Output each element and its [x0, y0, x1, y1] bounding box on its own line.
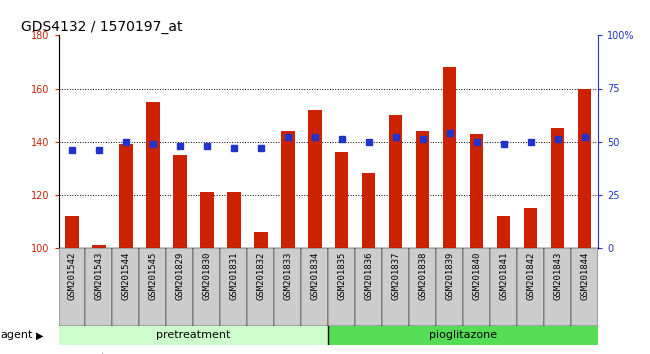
Text: GDS4132 / 1570197_at: GDS4132 / 1570197_at	[21, 21, 182, 34]
Text: GSM201831: GSM201831	[229, 252, 239, 300]
Text: GSM201836: GSM201836	[364, 252, 373, 300]
Bar	[146, 102, 160, 248]
Text: GSM201833: GSM201833	[283, 252, 292, 300]
Text: GSM201834: GSM201834	[310, 252, 319, 300]
Text: GSM201838: GSM201838	[418, 252, 427, 300]
Text: GSM201844: GSM201844	[580, 252, 589, 300]
Text: agent: agent	[0, 330, 32, 341]
Text: pioglitazone: pioglitazone	[429, 330, 497, 341]
Bar	[551, 129, 564, 248]
Text: GSM201543: GSM201543	[94, 252, 103, 300]
Bar	[463, 248, 490, 326]
Text: GSM201843: GSM201843	[553, 252, 562, 300]
Bar	[274, 248, 302, 326]
Bar	[389, 115, 402, 248]
Text: GSM201545: GSM201545	[148, 252, 157, 300]
Bar	[490, 248, 517, 326]
Text: ▶: ▶	[36, 330, 44, 341]
Bar	[362, 173, 376, 248]
Text: GSM201829: GSM201829	[176, 252, 185, 300]
Bar	[328, 248, 355, 326]
Text: GSM201542: GSM201542	[68, 252, 77, 300]
Text: GSM201835: GSM201835	[337, 252, 346, 300]
Bar	[65, 216, 79, 248]
Bar	[436, 248, 463, 326]
Bar	[524, 208, 538, 248]
Bar	[308, 110, 322, 248]
Bar	[254, 232, 268, 248]
Bar	[544, 248, 571, 326]
Bar	[194, 248, 220, 326]
Bar	[497, 216, 510, 248]
Bar	[410, 248, 436, 326]
Bar	[140, 248, 166, 326]
Bar	[578, 88, 592, 248]
Bar	[302, 248, 328, 326]
Bar	[328, 326, 598, 345]
Text: GSM201832: GSM201832	[256, 252, 265, 300]
Text: GSM201841: GSM201841	[499, 252, 508, 300]
Bar	[119, 144, 133, 248]
Text: GSM201840: GSM201840	[472, 252, 481, 300]
Bar	[200, 192, 214, 248]
Bar	[571, 248, 598, 326]
Bar	[227, 192, 240, 248]
Bar	[58, 326, 328, 345]
Bar	[382, 248, 410, 326]
Bar	[173, 155, 187, 248]
Bar	[355, 248, 382, 326]
Text: pretreatment: pretreatment	[156, 330, 231, 341]
Text: count: count	[75, 353, 106, 354]
Text: GSM201842: GSM201842	[526, 252, 535, 300]
Bar	[416, 131, 430, 248]
Bar	[470, 134, 484, 248]
Bar	[58, 248, 85, 326]
Text: GSM201544: GSM201544	[122, 252, 131, 300]
Bar	[335, 152, 348, 248]
Bar	[166, 248, 194, 326]
Bar	[92, 245, 106, 248]
Bar	[112, 248, 140, 326]
Text: GSM201830: GSM201830	[202, 252, 211, 300]
Bar	[443, 67, 456, 248]
Bar	[517, 248, 544, 326]
Bar	[247, 248, 274, 326]
Text: GSM201839: GSM201839	[445, 252, 454, 300]
Text: GSM201837: GSM201837	[391, 252, 400, 300]
Bar	[220, 248, 247, 326]
Bar	[85, 248, 112, 326]
Bar	[281, 131, 294, 248]
